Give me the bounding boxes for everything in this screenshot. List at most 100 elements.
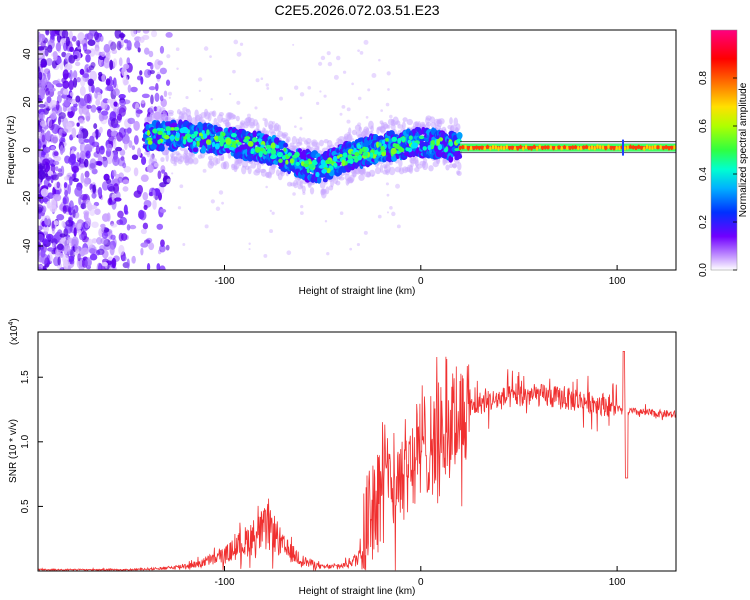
snr-multiplier-close: ) [9,318,20,321]
spectrogram-halo-blob [218,112,224,117]
snr-multiplier-base: (x10 [9,325,20,345]
spectrogram-noise-blob [83,158,89,168]
spectrogram-highlight-blob [332,155,338,162]
spectrogram-ridge-blob [192,147,199,153]
spectrogram-faint-blob [232,69,236,74]
spectrogram-highlight-blob [175,132,180,139]
spectrogram-halo-blob [165,152,169,162]
spectrogram-noise-blob [87,78,95,87]
spectrogram-highlight-blob [315,171,320,178]
spectrogram-noise-blob [140,99,145,104]
snr-x-tick-label: -100 [214,577,234,588]
spectrogram-noise-blob [81,247,89,255]
spectrogram-noise-blob [84,170,90,178]
spectrogram-noise-blob [111,257,117,269]
spectrogram-noise-blob [140,242,149,248]
spectrogram-noise-blob [41,61,46,67]
spectrogram-noise-blob [38,204,44,213]
spectrogram-faint-blob [293,85,299,90]
snr-x-tick-label: 0 [418,577,424,588]
colorbar-label: Normalized spectral amplitude [738,82,749,217]
colorbar-gradient [711,30,737,270]
snr-multiplier: (x104) [8,318,20,345]
spectrogram-highlight-blob [190,133,196,139]
spectrogram-band-blob [582,145,585,150]
spectrogram-noise-blob [91,221,99,228]
spectrogram-noise-blob [101,73,106,83]
spectrogram-noise-blob [88,162,97,171]
spectrogram-noise-blob [121,66,128,77]
spectrogram-faint-blob [210,98,213,101]
spectrogram-noise-blob [86,201,92,211]
spectrogram-noise-blob [69,91,74,97]
spectrogram-band-blob [472,145,476,151]
spectrogram-noise-blob [46,130,51,142]
spectrogram-halo-blob [207,112,212,122]
spectrogram-band-blob [469,145,473,151]
spectrogram-noise-blob [46,96,52,104]
spectrogram-noise-blob [43,146,51,153]
spectrogram-band-blob [626,145,629,150]
spectrogram-noise-blob [62,89,69,95]
spectrogram-faint-blob [323,94,327,98]
spectrogram-noise-blob [38,184,41,194]
spectrogram-band-blob [563,145,566,150]
spectrogram-noise-blob [69,176,73,186]
spectrogram-noise-blob [48,87,56,92]
spectrogram-noise-blob [74,186,83,197]
spectrogram-highlight-blob [369,152,374,158]
spectrogram-halo-blob [452,163,457,169]
spectrogram-noise-blob [94,91,98,99]
spectrogram-halo-blob [395,120,401,126]
spectrogram-noise-blob [140,228,147,235]
spectrogram-noise-blob [161,169,166,174]
spectrogram-halo-blob [207,160,214,169]
spectrogram-noise-blob [106,143,113,152]
colorbar-ticks: 0.0 0.2 0.4 0.6 0.8 [698,71,737,277]
spectrogram-noise-blob [61,51,67,58]
spectrogram-band-blob [508,145,511,151]
spectrogram-noise-blob [79,68,85,75]
spectrogram-highlight-blob [380,145,385,151]
spectrogram-noise-blob [130,256,136,264]
spectrogram-noise-blob [118,57,123,67]
spectrogram-halo-blob [227,152,232,159]
spectrogram-halo-blob [402,121,406,130]
spectrogram-faint-blob [177,206,182,210]
spectrogram-noise-blob [100,237,109,245]
spectrogram-noise-blob [84,143,92,154]
spectrogram-faint-blob [316,101,320,105]
spectrogram-highlight-blob [285,159,289,165]
spectrogram-highlight-blob [202,133,208,139]
spectrogram-noise-blob [77,40,81,48]
spectrogram-halo-blob [286,136,291,143]
spectrogram-noise-blob [74,61,81,67]
spectrogram-faint-blob [326,51,331,56]
spectrogram-band-blob [557,145,561,150]
spectrogram-highlight-blob [320,159,326,166]
spectrogram-highlight-blob [206,129,210,136]
spectrogram-y-tick-label: 40 [22,48,33,60]
spectrogram-halo-blob [232,114,237,120]
spectrogram-noise-blob [142,222,149,230]
spectrogram-noise-blob [69,31,73,39]
spectrogram-noise-blob [96,161,103,166]
snr-frame [37,331,677,572]
spectrogram-halo-blob [361,167,366,174]
spectrogram-highlight-blob [354,151,360,157]
spectrogram-band-blob [497,146,500,151]
spectrogram-noise-blob [112,58,118,68]
spectrogram-band-blob [623,146,627,151]
spectrogram-band-blob [667,146,671,151]
spectrogram-halo-blob [282,134,288,139]
spectrogram-halo-blob [338,176,345,181]
spectrogram-halo-blob [346,133,353,143]
spectrogram-highlight-blob [182,138,187,145]
spectrogram-noise-blob [69,46,74,52]
spectrogram-highlight-blob [169,135,176,140]
spectrogram-noise-blob [93,31,100,41]
spectrogram-faint-blob [171,172,174,175]
spectrogram-faint-blob [359,51,364,55]
spectrogram-noise-blob [122,186,129,192]
spectrogram-noise-blob [114,146,123,152]
